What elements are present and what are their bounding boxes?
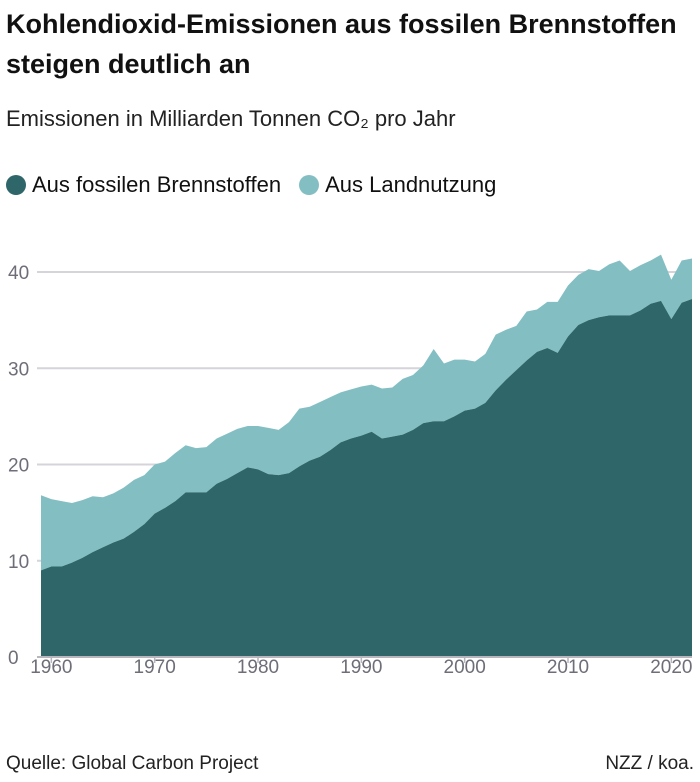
chart-subtitle: Emissionen in Milliarden Tonnen CO₂ pro … — [6, 106, 456, 131]
x-tick-label: 1960 — [30, 657, 72, 678]
legend-label-land: Aus Landnutzung — [325, 172, 497, 197]
x-tick-label: 1990 — [340, 657, 382, 678]
x-tick-label: 2000 — [444, 657, 486, 678]
source-note: Quelle: Global Carbon Project — [6, 753, 259, 774]
area-land-use — [41, 254, 692, 571]
x-tick-label: 1970 — [134, 657, 176, 678]
legend-swatch-fossil — [6, 175, 26, 195]
y-tick-label: 0 — [8, 648, 19, 669]
legend-item-fossil: Aus fossilen Brennstoffen — [6, 172, 281, 198]
x-tick-label: 1980 — [237, 657, 279, 678]
legend-label-fossil: Aus fossilen Brennstoffen — [32, 172, 282, 197]
x-tick-label: 2020 — [650, 657, 692, 678]
legend: Aus fossilen Brennstoffen Aus Landnutzun… — [6, 172, 514, 198]
y-tick-label: 40 — [8, 263, 29, 284]
y-tick-label: 20 — [8, 456, 29, 477]
credit-note: NZZ / koa. — [605, 753, 694, 774]
y-tick-label: 30 — [8, 359, 29, 380]
chart-title: Kohlendioxid-Emissionen aus fossilen Bre… — [6, 9, 677, 79]
legend-swatch-land — [299, 175, 320, 195]
legend-item-land: Aus Landnutzung — [299, 172, 496, 198]
x-tick-label: 2010 — [547, 657, 589, 678]
y-tick-label: 10 — [8, 552, 29, 573]
area-fossil-fuels — [41, 298, 692, 657]
